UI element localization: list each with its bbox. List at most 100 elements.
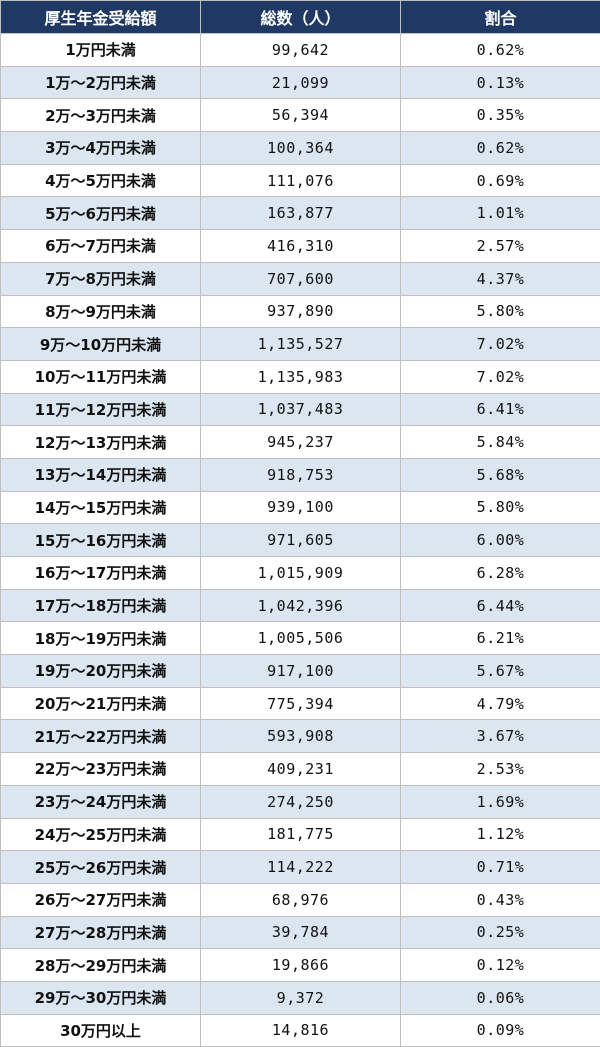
cell-pension-amount: 12万～13万円未満: [1, 426, 201, 459]
cell-ratio: 0.12%: [401, 949, 600, 982]
cell-total-people: 99,642: [201, 34, 401, 67]
cell-total-people: 21,099: [201, 66, 401, 99]
cell-pension-amount: 20万～21万円未満: [1, 687, 201, 720]
cell-ratio: 0.09%: [401, 1014, 600, 1047]
cell-total-people: 939,100: [201, 491, 401, 524]
cell-total-people: 1,042,396: [201, 589, 401, 622]
cell-ratio: 5.68%: [401, 458, 600, 491]
cell-total-people: 416,310: [201, 230, 401, 263]
cell-total-people: 111,076: [201, 164, 401, 197]
cell-pension-amount: 17万～18万円未満: [1, 589, 201, 622]
cell-pension-amount: 24万～25万円未満: [1, 818, 201, 851]
cell-ratio: 5.80%: [401, 295, 600, 328]
cell-ratio: 6.44%: [401, 589, 600, 622]
cell-pension-amount: 10万～11万円未満: [1, 360, 201, 393]
cell-total-people: 1,005,506: [201, 622, 401, 655]
cell-pension-amount: 25万～26万円未満: [1, 851, 201, 884]
cell-total-people: 937,890: [201, 295, 401, 328]
cell-pension-amount: 29万～30万円未満: [1, 981, 201, 1014]
cell-ratio: 0.35%: [401, 99, 600, 132]
cell-total-people: 1,015,909: [201, 557, 401, 590]
cell-ratio: 0.69%: [401, 164, 600, 197]
cell-total-people: 918,753: [201, 458, 401, 491]
cell-pension-amount: 1万円未満: [1, 34, 201, 67]
cell-pension-amount: 8万～9万円未満: [1, 295, 201, 328]
cell-pension-amount: 21万～22万円未満: [1, 720, 201, 753]
cell-pension-amount: 26万～27万円未満: [1, 883, 201, 916]
cell-total-people: 19,866: [201, 949, 401, 982]
table-header: 厚生年金受給額 総数（人） 割合: [1, 1, 600, 34]
cell-pension-amount: 27万～28万円未満: [1, 916, 201, 949]
cell-total-people: 775,394: [201, 687, 401, 720]
header-total-people: 総数（人）: [201, 1, 401, 34]
cell-total-people: 593,908: [201, 720, 401, 753]
cell-pension-amount: 16万～17万円未満: [1, 557, 201, 590]
cell-pension-amount: 13万～14万円未満: [1, 458, 201, 491]
cell-total-people: 274,250: [201, 785, 401, 818]
cell-pension-amount: 28万～29万円未満: [1, 949, 201, 982]
cell-pension-amount: 14万～15万円未満: [1, 491, 201, 524]
cell-pension-amount: 18万～19万円未満: [1, 622, 201, 655]
cell-ratio: 2.53%: [401, 753, 600, 786]
cell-ratio: 0.06%: [401, 981, 600, 1014]
cell-total-people: 917,100: [201, 655, 401, 688]
cell-total-people: 409,231: [201, 753, 401, 786]
cell-ratio: 0.62%: [401, 34, 600, 67]
cell-ratio: 0.71%: [401, 851, 600, 884]
cell-total-people: 181,775: [201, 818, 401, 851]
header-pension-amount: 厚生年金受給額: [1, 1, 201, 34]
cell-total-people: 163,877: [201, 197, 401, 230]
cell-total-people: 56,394: [201, 99, 401, 132]
cell-ratio: 1.12%: [401, 818, 600, 851]
cell-ratio: 5.80%: [401, 491, 600, 524]
cell-ratio: 0.25%: [401, 916, 600, 949]
cell-total-people: 14,816: [201, 1014, 401, 1047]
cell-pension-amount: 4万～5万円未満: [1, 164, 201, 197]
cell-pension-amount: 11万～12万円未満: [1, 393, 201, 426]
cell-pension-amount: 7万～8万円未満: [1, 262, 201, 295]
cell-ratio: 0.43%: [401, 883, 600, 916]
cell-ratio: 7.02%: [401, 360, 600, 393]
cell-total-people: 1,135,527: [201, 328, 401, 361]
cell-pension-amount: 22万～23万円未満: [1, 753, 201, 786]
cell-ratio: 5.84%: [401, 426, 600, 459]
cell-ratio: 0.62%: [401, 132, 600, 165]
header-row: 厚生年金受給額 総数（人） 割合: [1, 1, 600, 34]
cell-total-people: 971,605: [201, 524, 401, 557]
cell-ratio: 1.01%: [401, 197, 600, 230]
cell-ratio: 4.37%: [401, 262, 600, 295]
cell-ratio: 6.41%: [401, 393, 600, 426]
cell-ratio: 5.67%: [401, 655, 600, 688]
cell-ratio: 4.79%: [401, 687, 600, 720]
cell-pension-amount: 2万～3万円未満: [1, 99, 201, 132]
cell-total-people: 707,600: [201, 262, 401, 295]
cell-pension-amount: 6万～7万円未満: [1, 230, 201, 263]
cell-total-people: 39,784: [201, 916, 401, 949]
cell-total-people: 1,135,983: [201, 360, 401, 393]
